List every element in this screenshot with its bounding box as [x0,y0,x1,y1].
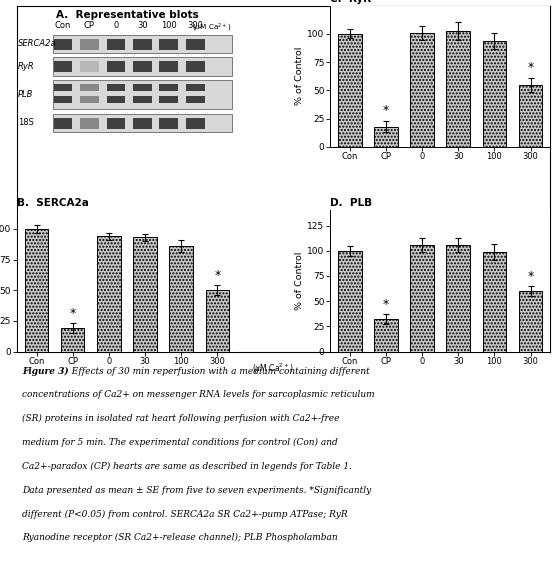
Text: D.  PLB: D. PLB [330,198,372,208]
Bar [160,39,178,50]
Bar [446,31,470,147]
Bar [186,84,205,91]
Bar [186,118,205,129]
Bar [519,291,542,352]
Bar [80,96,99,103]
Bar [53,35,232,53]
Bar [53,84,72,91]
Bar [338,34,361,147]
Bar [410,245,434,352]
Text: medium for 5 min. The experimental conditions for control (Con) and: medium for 5 min. The experimental condi… [22,438,337,447]
Bar [446,245,470,352]
Bar [53,57,232,76]
Text: concentrations of Ca2+ on messenger RNA levels for sarcoplasmic reticulum: concentrations of Ca2+ on messenger RNA … [22,390,375,400]
Bar [133,39,152,50]
Bar [338,251,361,352]
Bar [61,328,85,352]
Text: different (P<0.05) from control. SERCA2a SR Ca2+-pump ATPase; RyR: different (P<0.05) from control. SERCA2a… [22,510,348,519]
Bar [160,84,178,91]
Y-axis label: % of Control: % of Control [295,47,304,105]
Text: SERCA2a: SERCA2a [18,39,56,48]
Bar [53,39,72,50]
Bar [107,118,125,129]
Bar [206,290,229,352]
Text: ($\mu$M Ca$^{2+}$): ($\mu$M Ca$^{2+}$) [192,22,232,34]
Bar [107,96,125,103]
Bar [519,85,542,147]
Text: Ryanodine receptor (SR Ca2+-release channel); PLB Phospholamban: Ryanodine receptor (SR Ca2+-release chan… [22,533,337,542]
Text: *: * [214,269,221,282]
Bar [80,84,99,91]
Text: RyR: RyR [18,62,34,71]
Bar [160,118,178,129]
Y-axis label: % of Control: % of Control [295,252,304,310]
Text: A.  Representative blots: A. Representative blots [56,10,198,20]
Text: CP: CP [84,21,95,30]
Bar [53,96,72,103]
Bar [133,96,152,103]
Bar [107,39,125,50]
Bar [374,127,398,147]
Text: *: * [528,62,534,75]
Text: *: * [383,104,389,117]
Text: Effects of 30 min reperfusion with a medium containing different: Effects of 30 min reperfusion with a med… [66,367,370,376]
Bar [80,118,99,129]
Bar [80,39,99,50]
Text: C.  RyR: C. RyR [330,0,371,3]
Text: Con: Con [55,21,71,30]
Text: *: * [383,298,389,311]
Bar [133,118,152,129]
Bar [170,246,193,352]
Text: 300: 300 [187,21,203,30]
Bar [133,62,152,72]
Bar [483,40,506,147]
Text: *: * [70,307,76,320]
Text: (SR) proteins in isolated rat heart following perfusion with Ca2+-free: (SR) proteins in isolated rat heart foll… [22,414,340,424]
Bar [133,238,157,352]
Bar [133,84,152,91]
Text: 18S: 18S [18,119,34,127]
Bar [53,118,72,129]
Text: ($\mu$M Ca$^{2+}$): ($\mu$M Ca$^{2+}$) [252,361,293,376]
Text: 100: 100 [161,21,177,30]
Text: B.  SERCA2a: B. SERCA2a [17,198,88,208]
Bar [160,62,178,72]
Bar [53,80,232,109]
Bar [107,62,125,72]
Bar [186,62,205,72]
Text: Ca2+-paradox (CP) hearts are same as described in legends for Table 1.: Ca2+-paradox (CP) hearts are same as des… [22,462,352,471]
Text: *: * [528,270,534,283]
Bar [483,252,506,352]
Bar [107,84,125,91]
Bar [53,62,72,72]
Bar [97,236,121,352]
Bar [53,113,232,132]
Bar [25,229,48,352]
Text: PLB: PLB [18,90,33,99]
Bar [410,33,434,147]
Bar [160,96,178,103]
Bar [80,62,99,72]
Text: Data presented as mean ± SE from five to seven experiments. *Significantly: Data presented as mean ± SE from five to… [22,486,371,495]
Text: 0: 0 [113,21,118,30]
Text: 30: 30 [137,21,148,30]
Text: Figure 3): Figure 3) [22,367,68,376]
Bar [374,319,398,352]
Bar [186,96,205,103]
Bar [186,39,205,50]
